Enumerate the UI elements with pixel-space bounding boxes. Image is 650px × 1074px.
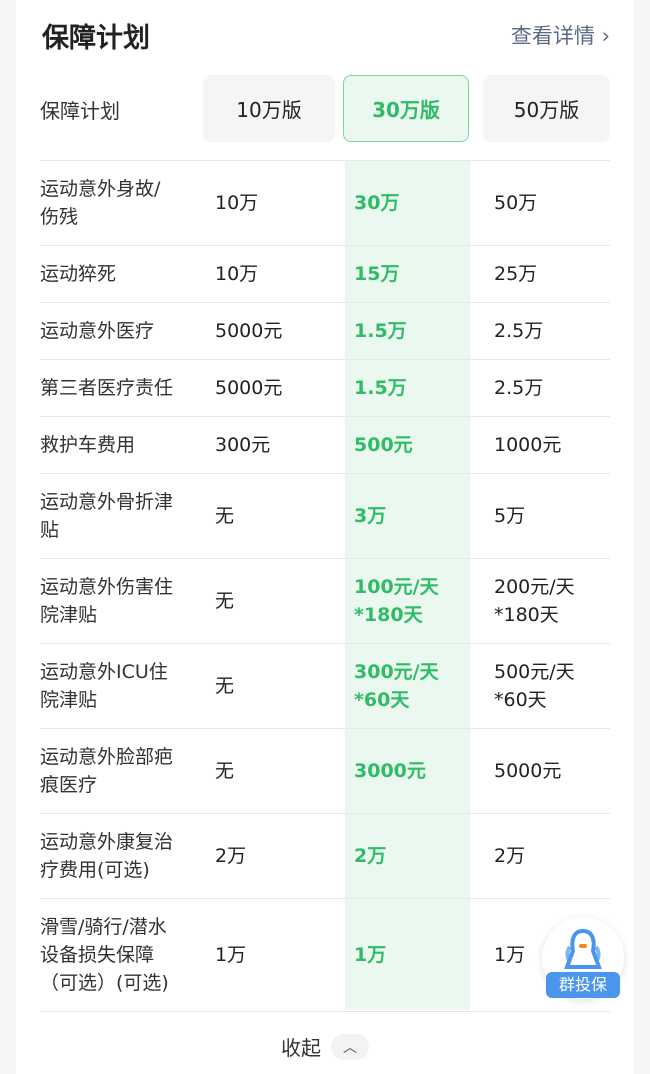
plan-30w-value: 15万 bbox=[354, 263, 400, 285]
coverage-card: 保障计划 查看详情 › 保障计划 10万版 30万版 50万版 运动意外身故/ … bbox=[16, 0, 634, 1074]
plan-label: 保障计划 bbox=[40, 99, 120, 123]
section-title: 保障计划 bbox=[42, 23, 150, 54]
table-row: 第三者医疗责任 5000元 1.5万 2.5万 bbox=[40, 359, 610, 416]
plan-30w-value: 1.5万 bbox=[354, 320, 407, 342]
plan-50w-value: 2万 bbox=[494, 845, 526, 867]
plan-selector: 保障计划 10万版 30万版 50万版 bbox=[40, 75, 610, 142]
collapse-button[interactable]: 收起 ︿ bbox=[16, 1032, 634, 1061]
row-label: 运动意外伤害住 院津贴 bbox=[40, 576, 174, 626]
view-details-label: 查看详情 bbox=[510, 24, 595, 48]
coverage-table: 运动意外身故/ 伤残 10万 30万 50万运动猝死 10万 15万 25万运动意外医疗 50… bbox=[40, 160, 610, 1012]
agent-mascot-icon bbox=[564, 928, 602, 969]
table-row: 运动意外脸部疤 痕医疗 无 3000元 5000元 bbox=[40, 728, 610, 813]
plan-10w-value: 2万 bbox=[215, 845, 247, 867]
plan-50w-value: 50万 bbox=[494, 192, 538, 214]
row-label: 运动意外骨折津 贴 bbox=[40, 491, 174, 541]
table-row: 运动意外康复治 疗费用(可选) 2万 2万 2万 bbox=[40, 813, 610, 898]
plan-10w-value: 300元 bbox=[215, 434, 271, 456]
row-label: 第三者医疗责任 bbox=[40, 377, 174, 399]
plan-option-50w[interactable]: 50万版 bbox=[483, 75, 610, 142]
plan-10w-value: 1万 bbox=[215, 944, 247, 966]
table-row: 运动意外医疗 5000元 1.5万 2.5万 bbox=[40, 302, 610, 359]
plan-50w-value: 5000元 bbox=[494, 760, 562, 782]
table-row: 运动意外骨折津 贴 无 3万 5万 bbox=[40, 473, 610, 558]
plan-10w-value: 5000元 bbox=[215, 377, 283, 399]
row-label: 救护车费用 bbox=[40, 434, 136, 456]
row-label: 滑雪/骑行/潜水 设备损失保障 （可选）(可选) bbox=[40, 916, 169, 994]
plan-10w-value: 无 bbox=[215, 505, 235, 527]
row-label: 运动意外ICU住 院津贴 bbox=[40, 661, 168, 711]
plan-10w-value: 无 bbox=[215, 760, 235, 782]
table-row: 运动意外ICU住 院津贴 无 300元/天 *60天 500元/天 *60天 bbox=[40, 643, 610, 728]
collapse-label: 收起 bbox=[281, 1036, 321, 1060]
plan-50w-value: 5万 bbox=[494, 505, 526, 527]
plan-30w-value: 500元 bbox=[354, 434, 413, 456]
row-label: 运动意外康复治 疗费用(可选) bbox=[40, 831, 174, 881]
row-label: 运动意外医疗 bbox=[40, 320, 155, 342]
plan-30w-value: 100元/天 *180天 bbox=[354, 576, 439, 626]
group-insure-button[interactable]: 群投保 bbox=[542, 917, 624, 999]
row-label: 运动意外身故/ 伤残 bbox=[40, 178, 161, 228]
plan-50w-value: 25万 bbox=[494, 263, 538, 285]
plan-50w-value: 2.5万 bbox=[494, 320, 544, 342]
selected-column-highlight bbox=[345, 160, 470, 1010]
plan-option-10w[interactable]: 10万版 bbox=[203, 75, 335, 142]
row-label: 运动意外脸部疤 痕医疗 bbox=[40, 746, 174, 796]
group-insure-label: 群投保 bbox=[546, 972, 620, 998]
table-row: 运动意外身故/ 伤残 10万 30万 50万 bbox=[40, 160, 610, 245]
plan-50w-value: 500元/天 *60天 bbox=[494, 661, 575, 711]
row-label: 运动猝死 bbox=[40, 263, 117, 285]
plan-50w-value: 1000元 bbox=[494, 434, 562, 456]
plan-50w-value: 200元/天 *180天 bbox=[494, 576, 575, 626]
plan-option-30w[interactable]: 30万版 bbox=[343, 75, 469, 142]
plan-10w-value: 无 bbox=[215, 675, 235, 697]
view-details-link[interactable]: 查看详情 › bbox=[511, 20, 610, 50]
plan-50w-value: 1万 bbox=[494, 944, 526, 966]
plan-30w-value: 1.5万 bbox=[354, 377, 407, 399]
plan-30w-value: 30万 bbox=[354, 192, 400, 214]
table-row: 救护车费用 300元 500元 1000元 bbox=[40, 416, 610, 473]
chevron-up-icon: ︿ bbox=[331, 1033, 369, 1060]
plan-10w-value: 5000元 bbox=[215, 320, 283, 342]
plan-30w-value: 2万 bbox=[354, 845, 387, 867]
table-row: 运动意外伤害住 院津贴 无 100元/天 *180天 200元/天 *180天 bbox=[40, 558, 610, 643]
plan-10w-value: 10万 bbox=[215, 263, 259, 285]
plan-30w-value: 3万 bbox=[354, 505, 387, 527]
table-row: 滑雪/骑行/潜水 设备损失保障 （可选）(可选) 1万 1万 1万 bbox=[40, 898, 610, 1012]
plan-30w-value: 300元/天 *60天 bbox=[354, 661, 439, 711]
plan-30w-value: 3000元 bbox=[354, 760, 426, 782]
plan-10w-value: 10万 bbox=[215, 192, 259, 214]
chevron-right-icon: › bbox=[594, 24, 610, 48]
plan-30w-value: 1万 bbox=[354, 944, 387, 966]
table-row: 运动猝死 10万 15万 25万 bbox=[40, 245, 610, 302]
plan-10w-value: 无 bbox=[215, 590, 235, 612]
plan-50w-value: 2.5万 bbox=[494, 377, 544, 399]
